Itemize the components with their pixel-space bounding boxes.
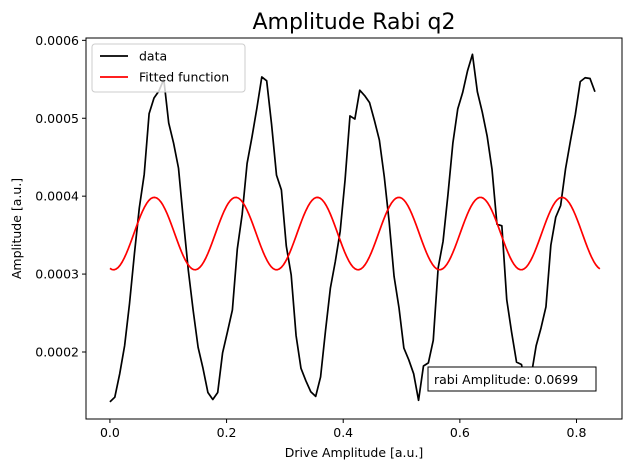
y-tick-label: 0.0002 — [35, 344, 79, 359]
chart-title: Amplitude Rabi q2 — [252, 10, 455, 35]
plot-lines — [109, 53, 601, 403]
x-tick-label: 0.8 — [567, 425, 587, 440]
x-tick-label: 0.2 — [217, 425, 237, 440]
x-tick-label: 0.6 — [450, 425, 470, 440]
y-axis-label: Amplitude [a.u.] — [9, 178, 24, 279]
x-tick-label: 0.0 — [100, 425, 120, 440]
rabi-annotation: rabi Amplitude: 0.0699 — [427, 366, 597, 392]
y-tick-label: 0.0005 — [35, 111, 79, 126]
axis-ticks: 0.0 0.2 0.4 0.6 0.8 0.0002 0.0003 0.0004 0.0005 0… — [35, 33, 586, 440]
y-tick-label: 0.0003 — [35, 267, 79, 282]
legend-label-data: data — [139, 49, 167, 64]
legend: data Fitted function — [91, 43, 246, 93]
series-line-fitted — [109, 196, 601, 271]
plot-frame — [85, 37, 623, 420]
x-axis-label: Drive Amplitude [a.u.] — [285, 445, 424, 460]
annotation-box — [427, 366, 597, 392]
y-tick-label: 0.0004 — [35, 189, 79, 204]
legend-box — [91, 43, 246, 93]
series-line-data — [109, 53, 596, 403]
x-tick-label: 0.4 — [333, 425, 353, 440]
y-tick-label: 0.0006 — [35, 33, 79, 48]
annotation-text: rabi Amplitude: 0.0699 — [434, 372, 578, 387]
legend-label-fitted: Fitted function — [139, 70, 229, 85]
